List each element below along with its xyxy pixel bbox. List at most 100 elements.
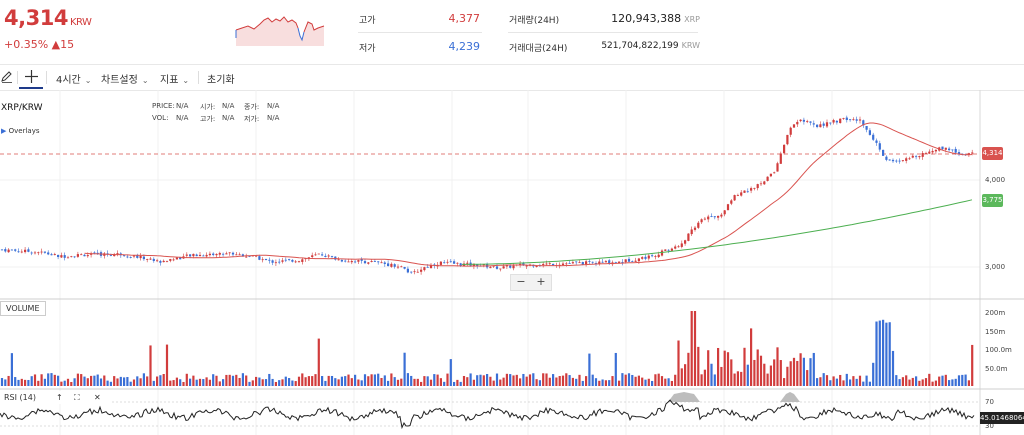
candle-body: [73, 256, 76, 258]
volume-bar: [291, 380, 294, 386]
indicators-dropdown[interactable]: 지표 ⌄: [160, 75, 190, 86]
volume-bar: [957, 375, 961, 386]
volume-bar: [406, 373, 409, 386]
expand-icon[interactable]: ⛶: [74, 393, 80, 402]
volume-bar: [449, 359, 452, 386]
volume-bar: [528, 374, 532, 386]
candle-body: [585, 261, 588, 265]
volume-bar: [522, 373, 525, 386]
candle-body: [406, 268, 409, 273]
volume-bar: [502, 377, 505, 386]
candle-body: [17, 251, 20, 253]
current-price: 4,314 KRW: [4, 6, 92, 30]
candle-body: [304, 258, 307, 260]
interval-dropdown[interactable]: 4시간 ⌄: [56, 75, 92, 86]
candle-body: [390, 263, 393, 267]
zoom-out-button[interactable]: −: [516, 275, 526, 288]
volume-bar: [271, 378, 274, 386]
candle-body: [83, 254, 86, 257]
candle-body: [591, 261, 594, 263]
zoom-in-button[interactable]: +: [536, 275, 546, 288]
volume-bar: [532, 373, 535, 386]
overlays-toggle[interactable]: ▶ Overlays: [1, 127, 40, 135]
volume-bar: [849, 379, 852, 386]
candle-body: [453, 261, 456, 264]
volume-bar: [816, 378, 819, 386]
candle-body: [294, 261, 297, 263]
volume-bar: [380, 377, 383, 386]
volume-bar: [604, 380, 607, 386]
volume-bar: [231, 375, 235, 386]
arrow-up-icon[interactable]: ↑: [56, 393, 63, 402]
candle-body: [57, 254, 60, 257]
candle-body: [944, 147, 947, 150]
volume-bar: [882, 319, 885, 386]
candle-body: [198, 254, 202, 257]
volume-bar: [542, 373, 545, 386]
volume-bar: [321, 376, 324, 386]
volume-bar: [20, 378, 23, 386]
candle-body: [499, 268, 502, 270]
volume-bar: [558, 376, 561, 386]
reset-button[interactable]: 초기화: [207, 75, 235, 86]
volume-24h-label: 거래량(24H): [509, 16, 560, 26]
volume-bar: [426, 376, 429, 386]
chart-area[interactable]: XRP/KRW ▶ Overlays PRICE: N/A 시가: N/A 종가…: [0, 90, 1024, 435]
volume-bar: [363, 374, 367, 386]
candle-body: [241, 254, 244, 257]
candle-body: [314, 254, 317, 256]
volume-bar: [835, 378, 838, 386]
volume-bar: [113, 376, 116, 386]
volume-bar: [472, 379, 475, 386]
candle-body: [697, 222, 700, 228]
volume-bar: [410, 375, 413, 386]
candle-body: [225, 253, 228, 255]
volume-bar: [301, 373, 304, 386]
candle-body: [759, 183, 763, 185]
volume-bar: [7, 375, 10, 386]
volume-bar: [297, 376, 301, 386]
candlestick-chart[interactable]: [0, 90, 1024, 435]
candle-body: [786, 134, 789, 145]
candle-body: [297, 261, 301, 263]
candle-body: [330, 256, 334, 257]
volume-bar: [967, 380, 970, 386]
candle-body: [195, 254, 198, 257]
volume-bar: [146, 376, 149, 386]
volume-bar: [743, 347, 746, 386]
volume-bar: [413, 378, 416, 386]
price-axis-tick: 4,000: [985, 176, 1006, 184]
moving-average-short-line: [84, 122, 973, 267]
volume-bar: [651, 380, 654, 386]
rsi-axis-tick: 30: [985, 422, 994, 430]
volume-bar: [33, 374, 37, 386]
candle-body: [594, 263, 598, 264]
close-icon[interactable]: ✕: [94, 393, 101, 402]
volume-bar: [644, 379, 647, 386]
volume-bar: [928, 373, 931, 386]
volume-bar: [588, 353, 591, 386]
candle-body: [819, 124, 822, 128]
volume-bar: [535, 379, 538, 386]
candle-body: [317, 253, 320, 255]
candle-body: [842, 118, 845, 119]
candle-body: [185, 254, 188, 256]
candle-body: [63, 255, 66, 258]
candle-body: [799, 119, 802, 122]
volume-bar: [456, 379, 459, 386]
candle-body: [684, 240, 687, 244]
candle-body: [126, 256, 129, 258]
candle-body: [159, 260, 162, 263]
candle-body: [948, 148, 951, 151]
candle-body: [172, 259, 175, 261]
volume-bar: [505, 373, 508, 386]
candle-body: [30, 252, 33, 254]
volume-bar: [766, 373, 769, 386]
volume-bar: [918, 380, 921, 386]
candle-body: [248, 256, 251, 257]
pencil-icon[interactable]: [1, 70, 13, 83]
chart-settings-dropdown[interactable]: 차트설정 ⌄: [101, 75, 149, 86]
candle-body: [136, 255, 139, 258]
crosshair-icon[interactable]: [25, 70, 38, 83]
volume-bar: [215, 375, 218, 386]
